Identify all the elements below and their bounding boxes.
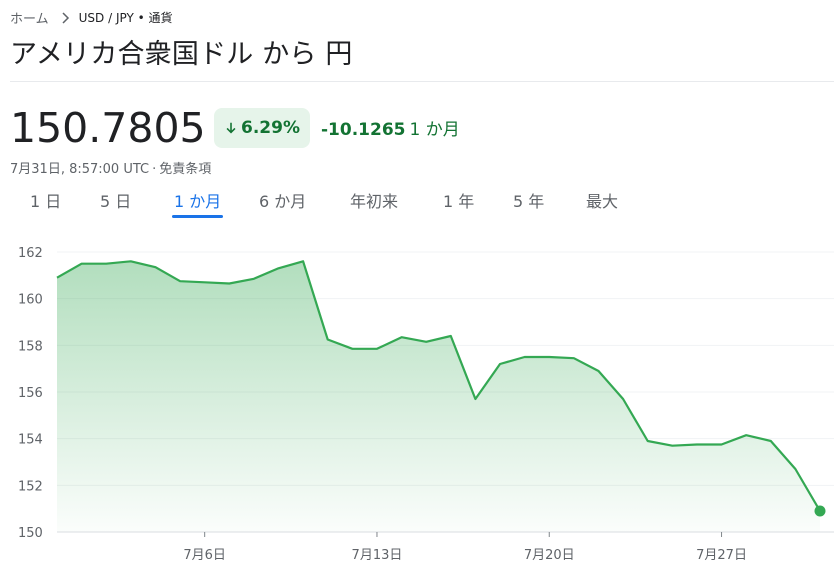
chart-last-point bbox=[814, 505, 826, 517]
quote-meta: 7月31日, 8:57:00 UTC · 免責条項 bbox=[10, 158, 211, 177]
y-axis: 162 160 158 156 154 152 150 bbox=[18, 246, 43, 541]
change-absolute-value: -10.1265 bbox=[321, 120, 406, 140]
page-title: アメリカ合衆国ドル から 円 bbox=[10, 39, 353, 70]
breadcrumb-home-link[interactable]: ホーム bbox=[10, 12, 49, 27]
disclaimer-link[interactable]: 免責条項 bbox=[159, 162, 212, 177]
chart-area-fill bbox=[57, 261, 820, 532]
x-axis: 7月6日 7月13日 7月20日 7月27日 bbox=[57, 531, 834, 563]
tab-1-month[interactable]: 1 か月 bbox=[171, 188, 224, 218]
breadcrumb-current: USD / JPY • 通貨 bbox=[78, 11, 173, 25]
y-tick-label: 154 bbox=[18, 433, 43, 448]
divider bbox=[10, 81, 834, 82]
x-tick-label: 7月13日 bbox=[352, 548, 403, 563]
breadcrumb: ホーム USD / JPY • 通貨 bbox=[10, 8, 173, 27]
meta-separator: · bbox=[152, 162, 157, 177]
y-tick-label: 150 bbox=[18, 526, 43, 541]
price-chart[interactable]: 162 160 158 156 154 152 150 7月6日 7月13日 7月20日 7月27… bbox=[0, 230, 834, 574]
chart-series-line bbox=[56, 260, 821, 512]
change-absolute: -10.1265 1 か月 bbox=[321, 115, 460, 140]
tab-6-month[interactable]: 6 か月 bbox=[259, 192, 307, 211]
tab-5-year[interactable]: 5 年 bbox=[513, 192, 545, 211]
tab-max[interactable]: 最大 bbox=[586, 192, 619, 211]
y-tick-label: 162 bbox=[18, 246, 43, 261]
y-tick-label: 152 bbox=[18, 479, 43, 494]
x-tick-label: 7月20日 bbox=[524, 548, 575, 563]
arrow-down-icon bbox=[226, 122, 236, 134]
chevron-right-icon bbox=[62, 11, 69, 24]
change-percent: 6.29% bbox=[241, 118, 300, 138]
y-tick-label: 156 bbox=[18, 386, 43, 401]
tab-1-day[interactable]: 1 日 bbox=[30, 192, 62, 211]
tab-1-year[interactable]: 1 年 bbox=[443, 192, 475, 211]
x-tick-label: 7月27日 bbox=[696, 548, 747, 563]
x-tick-label: 7月6日 bbox=[183, 548, 226, 563]
y-tick-label: 158 bbox=[18, 339, 43, 354]
tab-ytd[interactable]: 年初来 bbox=[350, 192, 399, 211]
current-price: 150.7805 bbox=[10, 104, 206, 152]
change-period: 1 か月 bbox=[409, 120, 460, 140]
quote-timestamp: 7月31日, 8:57:00 UTC bbox=[10, 162, 150, 177]
tab-5-day[interactable]: 5 日 bbox=[100, 192, 132, 211]
change-percent-badge: 6.29% bbox=[214, 108, 310, 148]
y-tick-label: 160 bbox=[18, 293, 43, 308]
